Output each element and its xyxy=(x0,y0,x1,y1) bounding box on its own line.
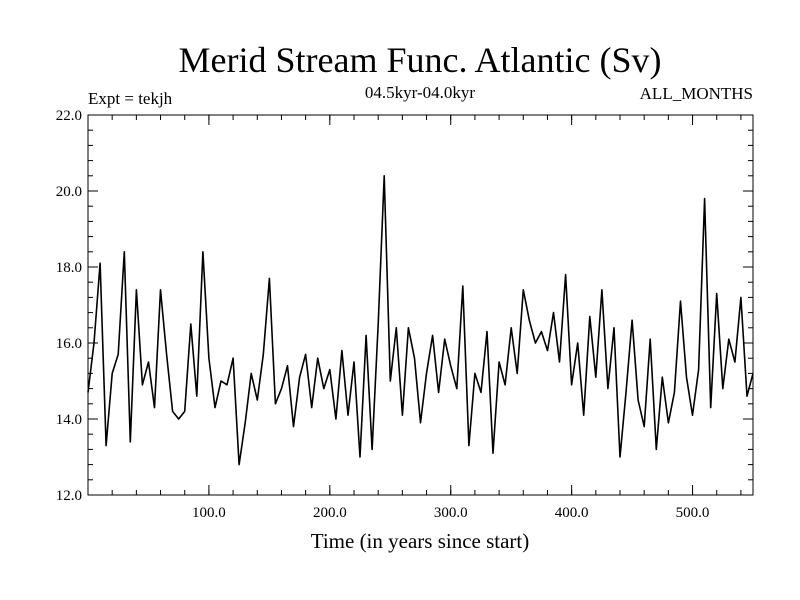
x-tick-label: 500.0 xyxy=(676,505,710,521)
x-tick-label: 200.0 xyxy=(313,505,347,521)
y-tick-label: 20.0 xyxy=(56,184,82,200)
x-tick-labels: 100.0 200.0 300.0 400.0 500.0 xyxy=(192,505,709,521)
x-axis-label: Time (in years since start) xyxy=(311,529,530,553)
x-tick-label: 400.0 xyxy=(555,505,589,521)
y-tick-label: 14.0 xyxy=(56,412,82,428)
y-tick-label: 16.0 xyxy=(56,336,82,352)
series-line xyxy=(87,175,754,466)
season-label: ALL_MONTHS xyxy=(640,84,753,103)
x-tick-label: 100.0 xyxy=(192,505,226,521)
y-tick-label: 12.0 xyxy=(56,488,82,504)
series-group xyxy=(87,175,754,466)
chart-subtitle: 04.5kyr-04.0kyr xyxy=(365,83,475,102)
chart-title: Merid Stream Func. Atlantic (Sv) xyxy=(179,40,662,80)
x-tick-label: 300.0 xyxy=(434,505,468,521)
y-tick-labels: 12.0 14.0 16.0 18.0 20.0 22.0 xyxy=(56,108,82,504)
experiment-label: Expt = tekjh xyxy=(88,89,173,108)
axis-ticks xyxy=(88,114,753,496)
y-tick-label: 18.0 xyxy=(56,260,82,276)
plot-frame xyxy=(87,114,754,496)
y-tick-label: 22.0 xyxy=(56,108,82,124)
